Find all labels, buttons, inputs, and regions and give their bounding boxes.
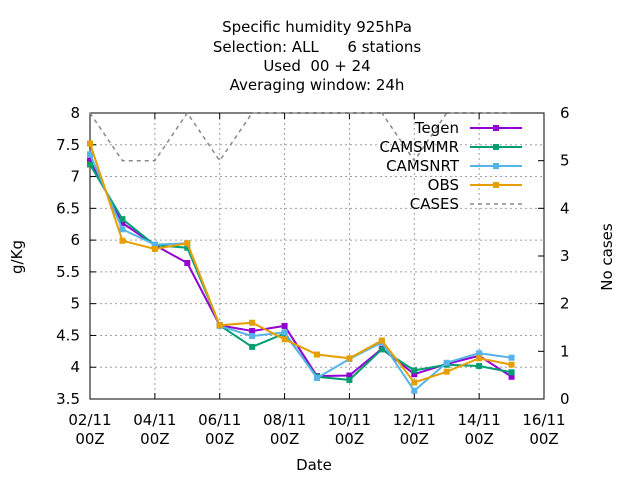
series bbox=[87, 111, 515, 394]
data-point-camsmmr bbox=[87, 161, 93, 168]
data-point-camsnrt bbox=[249, 333, 256, 340]
data-point-obs bbox=[87, 140, 93, 147]
y-tick-label: 4.5 bbox=[56, 326, 80, 344]
y-tick-label: 5.5 bbox=[56, 263, 80, 281]
y-tick-label: 3.5 bbox=[56, 390, 80, 408]
x-tick-label-hour: 00Z bbox=[464, 430, 493, 448]
y-tick-label: 7 bbox=[70, 168, 80, 186]
y-tick-label: 4 bbox=[70, 358, 80, 376]
axes: 3.544.555.566.577.58012345602/1100Z04/11… bbox=[56, 104, 569, 448]
data-point-camsnrt bbox=[314, 375, 320, 382]
data-point-camsnrt bbox=[87, 151, 93, 158]
y-tick-label: 6 bbox=[70, 231, 80, 249]
data-point-obs bbox=[378, 337, 385, 344]
x-tick-label-date: 02/11 bbox=[68, 411, 111, 429]
x-tick-label-date: 04/11 bbox=[133, 411, 176, 429]
title-line-2: Selection: ALL 6 stations bbox=[213, 38, 421, 56]
y-tick-label: 6.5 bbox=[56, 199, 80, 217]
data-point-obs bbox=[411, 379, 418, 386]
series-line-camsnrt bbox=[89, 153, 512, 393]
data-point-camsmmr bbox=[184, 244, 191, 251]
series-line-obs bbox=[89, 143, 512, 384]
data-point-obs bbox=[216, 322, 223, 329]
y-tick-label: 8 bbox=[70, 104, 80, 122]
y2-tick-label: 2 bbox=[560, 295, 570, 313]
x-tick-label-hour: 00Z bbox=[400, 430, 429, 448]
data-point-camsmmr bbox=[119, 216, 126, 223]
data-point-obs bbox=[443, 368, 450, 375]
x-tick-label-hour: 00Z bbox=[335, 430, 364, 448]
legend-marker-obs bbox=[493, 182, 499, 188]
data-point-tegen bbox=[249, 327, 256, 334]
y2-tick-label: 3 bbox=[560, 247, 570, 265]
data-point-camsnrt bbox=[443, 359, 450, 366]
x-tick-label-date: 08/11 bbox=[263, 411, 306, 429]
legend-label-tegen: Tegen bbox=[414, 119, 459, 137]
data-point-tegen bbox=[184, 259, 191, 266]
data-point-camsnrt bbox=[151, 241, 158, 248]
y2-tick-label: 5 bbox=[560, 152, 570, 170]
data-point-camsmmr bbox=[346, 376, 353, 383]
grid bbox=[90, 113, 544, 399]
data-point-camsmmr bbox=[476, 362, 483, 369]
series-line-cases bbox=[89, 111, 512, 163]
data-point-obs bbox=[346, 355, 353, 362]
legend-label-cases: CASES bbox=[410, 195, 459, 213]
data-point-camsmmr bbox=[508, 369, 515, 376]
x-tick-label-date: 10/11 bbox=[328, 411, 371, 429]
data-point-tegen bbox=[411, 371, 418, 378]
legend-marker-tegen bbox=[493, 125, 499, 131]
data-point-obs bbox=[249, 319, 256, 326]
title-line-1: Specific humidity 925hPa bbox=[222, 18, 412, 36]
y-tick-label: 7.5 bbox=[56, 136, 80, 154]
legend-label-obs: OBS bbox=[428, 176, 459, 194]
title-line-3: Used 00 + 24 bbox=[263, 57, 370, 75]
x-axis-label: Date bbox=[296, 456, 332, 474]
x-tick-label-date: 12/11 bbox=[393, 411, 436, 429]
data-point-camsnrt bbox=[281, 329, 288, 336]
legend-marker-camsnrt bbox=[493, 163, 499, 169]
data-point-camsmmr bbox=[411, 367, 418, 374]
y2-tick-label: 6 bbox=[560, 104, 570, 122]
x-tick-label-hour: 00Z bbox=[270, 430, 299, 448]
data-point-camsnrt bbox=[508, 354, 515, 361]
y-tick-label: 5 bbox=[70, 295, 80, 313]
legend-label-camsmmr: CAMSMMR bbox=[379, 138, 459, 156]
data-point-tegen bbox=[281, 322, 288, 329]
data-point-obs bbox=[151, 246, 158, 253]
x-tick-label-hour: 00Z bbox=[529, 430, 558, 448]
legend-label-camsnrt: CAMSNRT bbox=[386, 157, 460, 175]
x-tick-label-date: 06/11 bbox=[198, 411, 241, 429]
data-point-obs bbox=[119, 237, 126, 244]
x-tick-label-hour: 00Z bbox=[140, 430, 169, 448]
x-tick-label-date: 14/11 bbox=[458, 411, 501, 429]
title-line-4: Averaging window: 24h bbox=[230, 76, 405, 94]
data-point-obs bbox=[184, 240, 191, 247]
y2-axis-label: No cases bbox=[598, 223, 616, 291]
data-point-obs bbox=[314, 351, 320, 358]
chart-title: Specific humidity 925hPa Selection: ALL … bbox=[213, 18, 421, 94]
data-point-camsmmr bbox=[378, 346, 385, 353]
data-point-camsnrt bbox=[476, 350, 483, 357]
data-point-obs bbox=[281, 336, 288, 343]
x-tick-label-date: 16/11 bbox=[522, 411, 565, 429]
x-tick-label-hour: 00Z bbox=[205, 430, 234, 448]
y2-tick-label: 4 bbox=[560, 199, 570, 217]
data-point-obs bbox=[476, 355, 483, 362]
y-axis-label: g/Kg bbox=[8, 240, 26, 274]
data-point-camsnrt bbox=[411, 387, 418, 394]
data-point-camsmmr bbox=[249, 343, 256, 350]
data-point-camsnrt bbox=[119, 226, 126, 233]
data-point-tegen bbox=[119, 219, 126, 226]
y2-tick-label: 1 bbox=[560, 342, 570, 360]
data-point-tegen bbox=[87, 157, 93, 164]
data-point-tegen bbox=[508, 373, 515, 380]
data-point-obs bbox=[508, 361, 515, 368]
x-tick-label-hour: 00Z bbox=[75, 430, 104, 448]
legend-marker-camsmmr bbox=[493, 144, 499, 150]
y2-tick-label: 0 bbox=[560, 390, 570, 408]
data-point-tegen bbox=[346, 372, 353, 379]
